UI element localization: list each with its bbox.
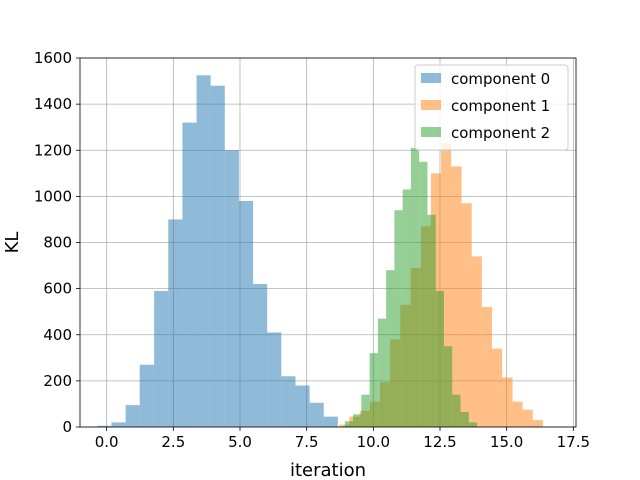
histogram-bar <box>267 332 282 427</box>
histogram-bar <box>468 422 478 427</box>
histogram-bar <box>427 214 436 427</box>
legend-label-component-0: component 0 <box>451 70 550 88</box>
histogram-bar <box>377 318 387 427</box>
histogram-bar <box>295 385 310 427</box>
histogram-bar <box>111 422 126 427</box>
y-tick-label: 800 <box>43 234 72 252</box>
x-tick-label: 12.5 <box>423 433 456 451</box>
histogram-bar <box>402 189 411 427</box>
y-tick-label: 0 <box>62 418 72 436</box>
legend-swatch-component-2 <box>421 127 441 137</box>
histogram-bar <box>125 405 140 427</box>
histogram-bar <box>253 284 268 427</box>
histogram-bar <box>139 364 155 427</box>
histogram-bar <box>435 290 444 427</box>
histogram-bar <box>460 412 469 427</box>
legend-swatch-component-1 <box>421 100 441 110</box>
histogram-bar <box>532 420 543 427</box>
y-tick-label: 400 <box>43 326 72 344</box>
y-axis-label: KL <box>2 232 23 254</box>
histogram-bar <box>196 75 211 427</box>
histogram-bar <box>182 122 197 427</box>
histogram-bar <box>512 401 523 427</box>
legend: component 0 component 1 component 2 <box>414 64 569 151</box>
histogram-bar <box>97 425 112 427</box>
histogram-bar <box>281 376 296 427</box>
x-tick-label: 15.0 <box>490 433 523 451</box>
histogram-bar <box>522 409 533 427</box>
histogram-bar <box>410 147 420 427</box>
legend-label-component-1: component 1 <box>451 97 550 115</box>
histogram-bar <box>353 414 362 427</box>
histogram-bar <box>441 143 452 428</box>
legend-swatch-component-0 <box>421 73 441 83</box>
y-tick-label: 600 <box>43 280 72 298</box>
y-axis-ticks: 0 200 400 600 800 1000 1200 1400 1600 <box>34 49 80 436</box>
histogram-bars <box>97 75 543 428</box>
x-axis-label: iteration <box>290 460 366 480</box>
y-tick-label: 1000 <box>34 187 72 205</box>
histogram-bar <box>238 200 254 427</box>
histogram-bar <box>339 424 350 427</box>
histogram-bar <box>481 307 492 427</box>
legend-box <box>414 64 569 151</box>
histogram-bar <box>386 270 395 427</box>
histogram-bar <box>444 346 453 427</box>
histogram-bar <box>309 402 324 427</box>
series-component-2 <box>344 147 478 427</box>
x-tick-label: 7.5 <box>295 433 319 451</box>
histogram-bar <box>452 394 461 427</box>
histogram-bar <box>502 377 513 427</box>
y-tick-label: 200 <box>43 372 72 390</box>
x-tick-label: 5.0 <box>228 433 252 451</box>
histogram-bar <box>471 256 482 427</box>
legend-label-component-2: component 2 <box>451 124 550 142</box>
histogram-bar <box>419 161 428 427</box>
histogram-bar <box>361 394 370 427</box>
histogram-bar <box>394 210 403 427</box>
histogram-bar <box>344 421 354 427</box>
x-tick-label: 17.5 <box>557 433 590 451</box>
histogram-bar <box>461 203 472 427</box>
histogram-bar <box>492 348 503 427</box>
histogram-bar <box>323 416 338 427</box>
histogram-bar <box>154 290 169 427</box>
x-axis-ticks: 0.0 2.5 5.0 7.5 10.0 12.5 15.0 17.5 <box>95 427 590 451</box>
histogram-bar <box>210 85 225 428</box>
series-component-0 <box>97 75 338 428</box>
y-tick-label: 1600 <box>34 49 72 67</box>
y-tick-label: 1200 <box>34 141 72 159</box>
histogram-bar <box>451 166 462 428</box>
x-tick-label: 0.0 <box>95 433 119 451</box>
histogram-bar <box>168 219 183 427</box>
x-tick-label: 2.5 <box>161 433 185 451</box>
x-tick-label: 10.0 <box>357 433 390 451</box>
histogram-bar <box>369 353 378 427</box>
histogram-bar <box>224 150 239 427</box>
y-tick-label: 1400 <box>34 95 72 113</box>
